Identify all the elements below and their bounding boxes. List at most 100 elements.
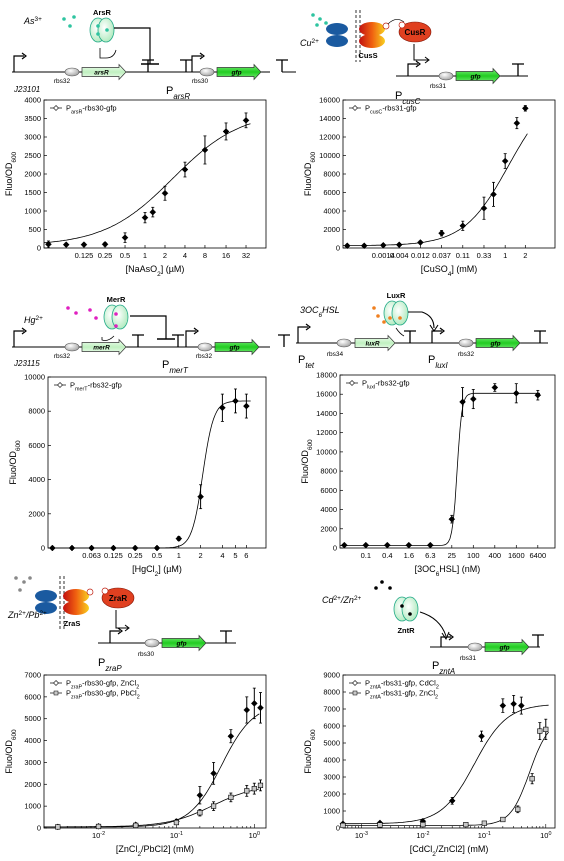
data-point bbox=[521, 104, 529, 112]
label-part: [CdCl bbox=[410, 844, 433, 854]
promoter-arrow bbox=[297, 326, 308, 343]
data-point bbox=[537, 728, 543, 734]
data-point bbox=[201, 146, 209, 154]
label-part: 2+ bbox=[39, 610, 47, 617]
label-part: [ZnCl bbox=[116, 844, 138, 854]
label-part: 10 bbox=[249, 831, 257, 840]
x-tick-label: 2 bbox=[163, 251, 167, 260]
phosphate-icon bbox=[86, 588, 94, 596]
mercury-ion bbox=[114, 312, 118, 316]
y-tick-label: 4000 bbox=[320, 505, 337, 514]
label-part: Pb bbox=[28, 610, 39, 620]
data-point bbox=[222, 128, 230, 135]
label-part: P bbox=[98, 657, 105, 669]
legend-marker bbox=[349, 380, 355, 386]
label-part: zntA bbox=[370, 685, 381, 691]
legend-marker bbox=[53, 105, 59, 111]
rbs-label: rbs30 bbox=[192, 78, 209, 85]
data-point bbox=[383, 541, 391, 549]
label-part: / bbox=[340, 595, 345, 605]
label-part: -rbs31-gfp bbox=[382, 104, 416, 113]
y-tick-label: 2500 bbox=[24, 151, 41, 160]
label-part: 3OC bbox=[300, 305, 319, 315]
data-point bbox=[161, 189, 169, 197]
label-part: P bbox=[365, 689, 370, 698]
label-part: Cu bbox=[300, 38, 312, 48]
legend-marker bbox=[53, 690, 59, 696]
plot-frame bbox=[342, 99, 556, 249]
data-point bbox=[362, 541, 370, 549]
constitutive-promoter-label: J23101 bbox=[13, 85, 40, 94]
legend-label: PzraP-rbs30-gfp, PbCl2 bbox=[66, 689, 140, 701]
activation-arrowhead bbox=[124, 624, 130, 632]
y-tick-label: 6000 bbox=[320, 486, 337, 495]
copper-ion bbox=[318, 17, 322, 21]
label-part: P bbox=[70, 381, 75, 390]
x-tick-label: 0.11 bbox=[456, 251, 470, 260]
legend-marker bbox=[352, 680, 358, 686]
y-tick-label: 0 bbox=[41, 544, 45, 553]
y-tick-label: 1000 bbox=[24, 802, 41, 811]
label-part: luxI bbox=[435, 361, 448, 370]
regulator-label: ArsR bbox=[93, 8, 112, 17]
data-point bbox=[181, 166, 189, 173]
rbs-oval bbox=[197, 342, 213, 352]
tet-promoter-label: Ptet bbox=[298, 354, 315, 370]
copper-ion bbox=[324, 21, 328, 25]
sensor-label: ZraS bbox=[64, 619, 81, 628]
label-part: 2 bbox=[155, 571, 159, 578]
label-part: [CuSO bbox=[421, 264, 448, 274]
label-part: -rbs31-gfp, CdCl bbox=[381, 679, 436, 688]
x-tick-label: 4 bbox=[183, 251, 187, 260]
gene-label: gfp bbox=[489, 341, 500, 348]
y-tick-label: 10000 bbox=[24, 373, 45, 382]
data-point bbox=[491, 384, 499, 391]
y-tick-label: 8000 bbox=[323, 688, 340, 697]
response-regulator bbox=[101, 587, 135, 609]
label-part: arsR bbox=[173, 92, 190, 101]
x-tick-label: 100 bbox=[540, 831, 551, 840]
label-part: Fluo/OD bbox=[4, 740, 14, 774]
data-point bbox=[459, 398, 466, 406]
data-point bbox=[459, 222, 467, 230]
phosphate-icon bbox=[398, 21, 406, 29]
promoter-label: PzntA bbox=[432, 660, 455, 676]
activation-arrow bbox=[413, 44, 428, 61]
label-part: 4 bbox=[448, 271, 452, 278]
label-part: Hg bbox=[24, 315, 36, 325]
y-tick-label: 4000 bbox=[24, 736, 41, 745]
label-part: -rbs30-gfp bbox=[82, 104, 116, 113]
data-point bbox=[257, 704, 264, 712]
y-tick-label: 6000 bbox=[28, 441, 45, 450]
data-point bbox=[49, 544, 56, 552]
label-part: ] (mM) bbox=[451, 264, 477, 274]
rbs-label: rbs32 bbox=[54, 78, 71, 85]
data-point bbox=[499, 702, 507, 709]
data-point bbox=[515, 806, 521, 812]
x-tick-label: 0.125 bbox=[75, 251, 94, 260]
data-point bbox=[438, 229, 445, 237]
x-tick-label: 6.3 bbox=[425, 551, 435, 560]
data-point bbox=[153, 544, 161, 552]
regulator-label: ZraR bbox=[109, 594, 127, 603]
mercury-ion bbox=[88, 308, 92, 312]
gene-label: gfp bbox=[230, 70, 241, 77]
rbs-label: rbs34 bbox=[327, 351, 344, 358]
label-part: P bbox=[362, 379, 367, 388]
y-tick-label: 1000 bbox=[24, 207, 41, 216]
label-part: Fluo/OD bbox=[303, 162, 313, 196]
label-part: 600 bbox=[307, 439, 314, 450]
data-point bbox=[534, 391, 542, 399]
data-point bbox=[88, 544, 95, 552]
label-part: / bbox=[25, 610, 30, 620]
y-tick-label: 0 bbox=[336, 824, 340, 833]
rbs-label: rbs32 bbox=[54, 353, 71, 360]
inducer-label: Cu2+ bbox=[300, 38, 319, 49]
label-part: P bbox=[365, 104, 370, 113]
label-part: zraP bbox=[71, 695, 82, 701]
terminator-symbol bbox=[532, 634, 544, 647]
promoter-arrowhead bbox=[199, 52, 205, 60]
